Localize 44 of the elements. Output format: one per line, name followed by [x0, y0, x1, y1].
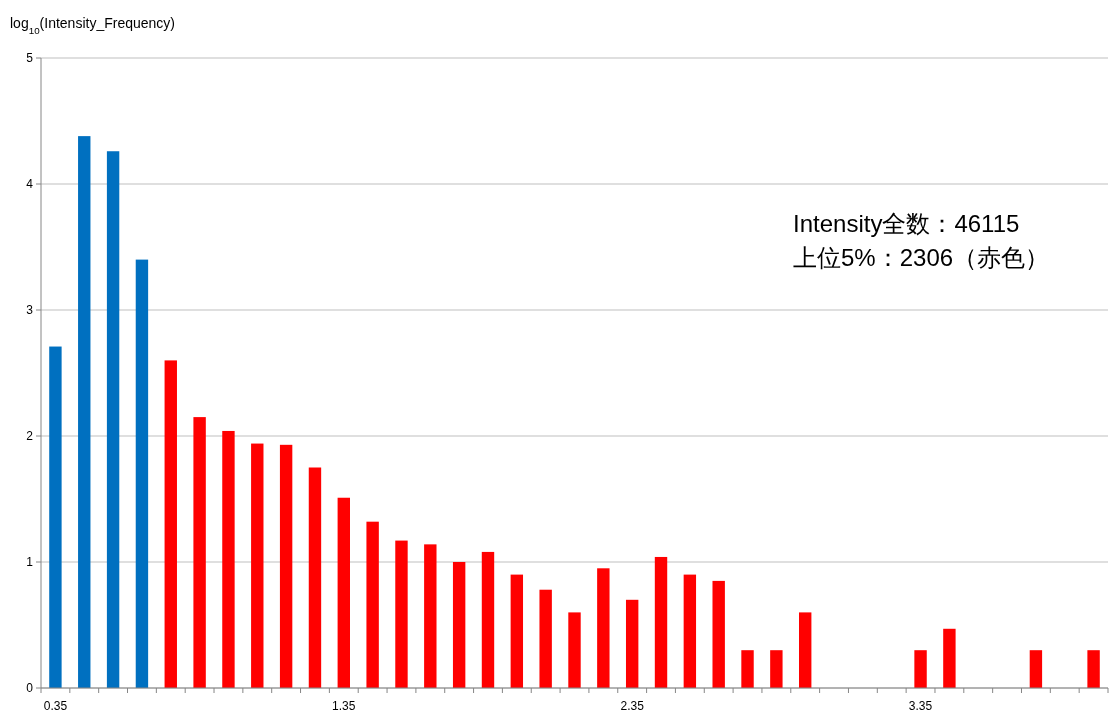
bar — [539, 589, 552, 688]
annotation: 上位5%：2306（赤色） — [793, 244, 1050, 271]
x-tick-label: 2.35 — [620, 699, 645, 713]
bar — [279, 444, 293, 688]
bar — [78, 136, 91, 688]
bar — [193, 417, 206, 688]
y-tick-label: 3 — [26, 303, 34, 317]
bar — [712, 580, 725, 688]
bar — [424, 544, 437, 688]
y-tick-label: 0 — [26, 681, 34, 695]
bar — [741, 650, 754, 688]
bar — [914, 650, 927, 688]
bar — [308, 467, 322, 688]
bar — [625, 599, 639, 688]
bar — [452, 562, 466, 688]
x-tick-label: 0.35 — [43, 699, 68, 713]
y-tick-label: 2 — [26, 429, 34, 443]
bar — [106, 151, 120, 688]
bar — [1087, 650, 1100, 688]
x-tick-label: 3.35 — [908, 699, 933, 713]
bar — [222, 430, 235, 688]
annotation: Intensity全数：46115 — [793, 210, 1020, 237]
bar — [683, 574, 697, 688]
bar — [251, 443, 264, 688]
bar — [366, 521, 379, 688]
bar — [395, 540, 408, 688]
bar — [770, 650, 783, 688]
y-tick-label: 4 — [26, 177, 34, 191]
bar — [510, 574, 524, 688]
y-tick-label: 5 — [26, 51, 34, 65]
bar — [1029, 650, 1043, 688]
bar — [568, 612, 581, 688]
y-tick-label: 1 — [26, 555, 34, 569]
bar — [164, 360, 177, 688]
bar — [337, 497, 350, 688]
bar — [799, 612, 812, 688]
bar — [481, 551, 495, 688]
bar — [943, 628, 956, 688]
bar — [597, 568, 610, 688]
y-axis-title: log$_{10}$(Intensity_Frequency) — [10, 15, 175, 36]
bar — [135, 259, 149, 688]
bar — [654, 556, 668, 688]
bar — [49, 346, 62, 688]
x-tick-label: 1.35 — [332, 699, 356, 713]
